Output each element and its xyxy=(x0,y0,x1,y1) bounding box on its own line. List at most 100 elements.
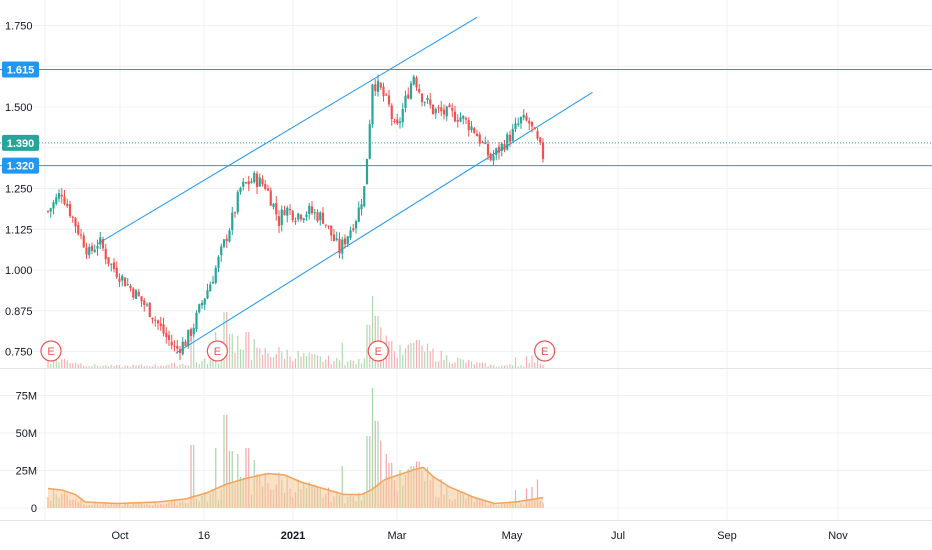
volume-overlay-bar xyxy=(220,357,222,368)
volume-bar xyxy=(223,415,225,508)
volume-overlay-bar xyxy=(228,333,231,368)
candle-body xyxy=(115,267,118,278)
earnings-marker xyxy=(367,340,389,362)
volume-bar xyxy=(228,451,231,508)
time-tick-label: Sep xyxy=(717,530,737,542)
volume-overlay-bar xyxy=(435,361,437,368)
volume-overlay-bar xyxy=(83,366,85,368)
volume-overlay-bar xyxy=(528,363,530,368)
candle-body xyxy=(418,88,421,93)
candle-body xyxy=(236,192,239,213)
volume-overlay-bar xyxy=(80,363,82,368)
volume-overlay-bar xyxy=(201,360,203,368)
volume-overlay-bar xyxy=(523,366,525,368)
trend-channel[interactable] xyxy=(97,16,593,354)
volume-overlay-bar xyxy=(63,358,66,368)
volume-overlay-bar xyxy=(446,354,448,368)
candle-body xyxy=(264,184,267,190)
candle-body xyxy=(250,181,253,184)
volume-overlay-bar xyxy=(542,365,544,368)
candle-body xyxy=(110,263,113,265)
volume-overlay-bar xyxy=(506,365,508,368)
candle-body xyxy=(57,193,61,199)
candle-body xyxy=(302,218,305,221)
earnings-marker xyxy=(40,340,62,362)
volume-overlay-bar xyxy=(520,365,522,368)
volume-overlay-bar xyxy=(314,354,316,368)
volume-overlay-bar xyxy=(501,365,503,368)
candle-body xyxy=(528,120,531,124)
candle-body xyxy=(382,86,385,97)
volume-overlay-bar xyxy=(490,364,492,368)
volume-overlay-bar xyxy=(121,366,123,368)
candle-body xyxy=(440,107,443,112)
candle-body xyxy=(360,204,363,210)
volume-overlay-bar xyxy=(184,365,187,368)
candle-body xyxy=(104,248,107,260)
candle-body xyxy=(187,329,190,347)
candle-body xyxy=(522,114,525,118)
time-tick-label: 2021 xyxy=(281,530,305,542)
volume-ma-area xyxy=(48,467,543,508)
candle-body xyxy=(52,202,55,209)
volume-overlay-bar xyxy=(344,365,346,368)
volume-overlay-bar xyxy=(129,366,132,368)
candle-body xyxy=(277,216,281,226)
volume-tick-label: 75M xyxy=(16,391,37,403)
volume-overlay-bar xyxy=(212,357,214,368)
volume-overlay-bar xyxy=(512,365,514,368)
volume-overlay-bar xyxy=(360,363,363,368)
price-tick-label: 1.125 xyxy=(5,224,33,236)
candle-body xyxy=(294,221,297,223)
candle-body xyxy=(478,134,481,144)
volume-overlay-bar xyxy=(325,359,327,368)
volume-overlay-bar xyxy=(118,365,121,368)
candle-body xyxy=(288,209,292,211)
candle-body xyxy=(181,341,184,355)
volume-overlay-bar xyxy=(190,330,192,368)
price-badges: 1.615 1.390 1.320 xyxy=(2,61,39,174)
volume-overlay-bar xyxy=(231,333,233,368)
volume-overlay-bar xyxy=(176,366,178,368)
volume-overlay-bar xyxy=(470,361,473,368)
candle-body xyxy=(214,267,217,283)
candle-body xyxy=(332,234,336,242)
volume-overlay-bar xyxy=(193,330,195,368)
volume-bar xyxy=(374,421,376,508)
volume-overlay-bar xyxy=(124,365,126,368)
volume-overlay-bar xyxy=(237,335,239,368)
price-badge xyxy=(2,134,39,151)
candle-body xyxy=(420,93,424,103)
volume-overlay-bar xyxy=(259,348,261,368)
volume-overlay-bar xyxy=(347,361,349,368)
candle-body xyxy=(506,134,509,150)
volume-bar xyxy=(341,466,343,508)
candle-body xyxy=(489,153,492,161)
candle-body xyxy=(456,120,459,122)
candle-body xyxy=(154,319,157,321)
volume-overlay-bar xyxy=(421,345,423,368)
volume-overlay-bar xyxy=(539,363,541,368)
earnings-marker xyxy=(534,340,556,362)
price-tick-label: 0.875 xyxy=(5,306,33,318)
horizontal-levels[interactable] xyxy=(0,69,932,167)
price-badge xyxy=(2,157,39,174)
candle-body xyxy=(247,181,250,185)
candle-body xyxy=(261,178,264,185)
candle-body xyxy=(451,108,454,111)
volume-overlay-bar xyxy=(248,332,250,368)
volume-overlay-bar xyxy=(182,363,184,368)
candle-body xyxy=(401,108,404,123)
candle-body xyxy=(255,173,259,187)
candle-body xyxy=(107,257,110,265)
volume-overlay-bar xyxy=(358,358,360,368)
candle-body xyxy=(536,131,539,139)
volume-overlay-bar xyxy=(206,364,209,368)
volume-overlay-bar xyxy=(440,350,442,368)
price-badge-label: 1.615 xyxy=(7,65,35,77)
volume-overlay-bar xyxy=(498,366,500,368)
volume-overlay-bar xyxy=(168,364,170,368)
candle-body xyxy=(316,212,319,221)
